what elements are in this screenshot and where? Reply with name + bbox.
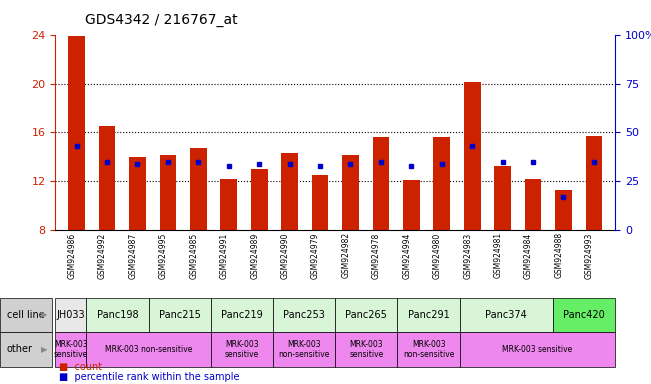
Text: ■  count: ■ count [59, 362, 102, 372]
Bar [494, 166, 511, 230]
Text: GSM924984: GSM924984 [524, 232, 533, 278]
Text: GSM924983: GSM924983 [464, 232, 472, 278]
Text: ▶: ▶ [41, 310, 48, 319]
Text: Panc265: Panc265 [346, 310, 387, 320]
Text: GSM924992: GSM924992 [98, 232, 107, 278]
Bar [525, 179, 542, 230]
Text: MRK-003
sensitive: MRK-003 sensitive [225, 340, 259, 359]
Bar [434, 137, 450, 230]
Text: MRK-003
sensitive: MRK-003 sensitive [54, 340, 88, 359]
Bar [159, 154, 176, 230]
Bar [190, 148, 207, 230]
Text: MRK-003
non-sensitive: MRK-003 non-sensitive [403, 340, 454, 359]
Text: Panc374: Panc374 [486, 310, 527, 320]
Text: GSM924989: GSM924989 [250, 232, 259, 278]
Text: JH033: JH033 [57, 310, 85, 320]
Bar [372, 137, 389, 230]
Text: GSM924991: GSM924991 [220, 232, 229, 278]
Text: other: other [7, 344, 33, 354]
Text: GSM924987: GSM924987 [128, 232, 137, 278]
Bar [251, 169, 268, 230]
Bar [312, 175, 328, 230]
Text: Panc420: Panc420 [563, 310, 605, 320]
Text: MRK-003 sensitive: MRK-003 sensitive [503, 345, 573, 354]
Text: GSM924994: GSM924994 [402, 232, 411, 279]
Text: MRK-003 non-sensitive: MRK-003 non-sensitive [105, 345, 192, 354]
Text: GSM924995: GSM924995 [159, 232, 168, 279]
Text: GSM924990: GSM924990 [281, 232, 290, 279]
Bar [99, 126, 115, 230]
Text: MRK-003
non-sensitive: MRK-003 non-sensitive [279, 340, 330, 359]
Bar [129, 157, 146, 230]
Text: GSM924982: GSM924982 [342, 232, 350, 278]
Text: GDS4342 / 216767_at: GDS4342 / 216767_at [85, 13, 237, 27]
Text: Panc219: Panc219 [221, 310, 263, 320]
Bar [464, 82, 480, 230]
Bar [281, 153, 298, 230]
Text: Panc253: Panc253 [283, 310, 325, 320]
Bar [585, 136, 602, 230]
Text: GSM924986: GSM924986 [68, 232, 77, 278]
Text: Panc291: Panc291 [408, 310, 449, 320]
Text: GSM924981: GSM924981 [493, 232, 503, 278]
Bar [68, 36, 85, 230]
Text: ■  percentile rank within the sample: ■ percentile rank within the sample [59, 372, 239, 382]
Text: GSM924978: GSM924978 [372, 232, 381, 278]
Text: GSM924993: GSM924993 [585, 232, 594, 279]
Text: Panc198: Panc198 [97, 310, 139, 320]
Text: GSM924988: GSM924988 [555, 232, 564, 278]
Text: cell line: cell line [7, 310, 44, 320]
Bar [342, 154, 359, 230]
Text: MRK-003
sensitive: MRK-003 sensitive [349, 340, 383, 359]
Text: GSM924979: GSM924979 [311, 232, 320, 279]
Text: GSM924985: GSM924985 [189, 232, 199, 278]
Bar [221, 179, 237, 230]
Text: GSM924980: GSM924980 [433, 232, 442, 278]
Bar [403, 180, 420, 230]
Text: Panc215: Panc215 [159, 310, 201, 320]
Bar [555, 190, 572, 230]
Text: ▶: ▶ [41, 345, 48, 354]
